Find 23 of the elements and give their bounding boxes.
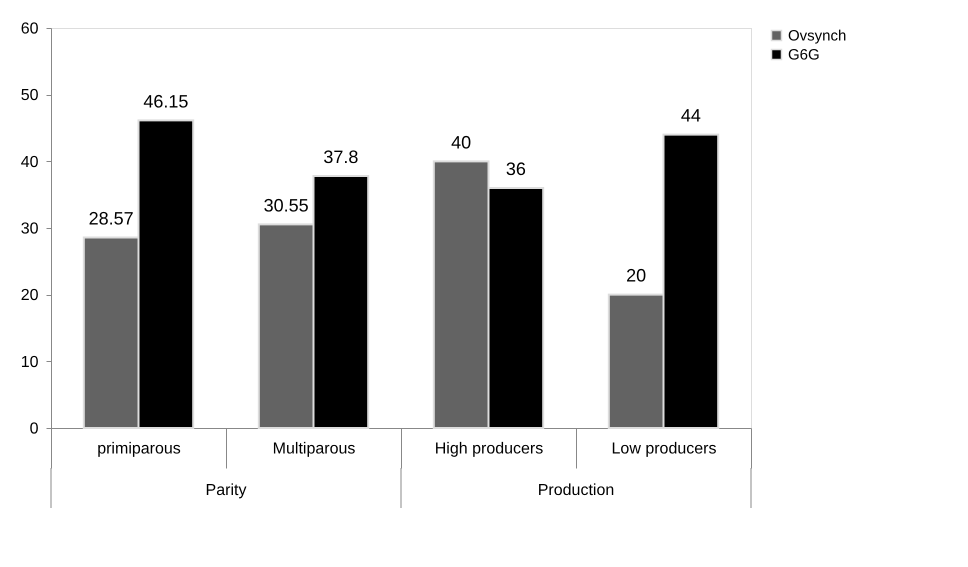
y-tick-label: 20 [20, 287, 39, 304]
data-label: 20 [626, 266, 646, 286]
data-label: 36 [506, 159, 526, 179]
y-tick-label: 0 [30, 420, 39, 438]
x-tick-label: Low producers [612, 440, 716, 458]
legend-label: G6G [788, 46, 820, 64]
legend-label: Ovsynch [788, 28, 846, 44]
x-tick-label: Multiparous [272, 440, 356, 458]
y-tick-label: 60 [20, 20, 39, 38]
x-tick-label: High producers [434, 440, 544, 458]
text: Parity [206, 482, 246, 499]
data-label: 30.55 [264, 195, 309, 216]
y-tick-label: 40 [20, 154, 39, 171]
data-label: 28.57 [88, 208, 134, 229]
data-label: 44 [680, 106, 701, 126]
data-label: 37.8 [323, 147, 358, 167]
y-tick-label: 50 [20, 87, 39, 104]
text: Production [538, 482, 614, 499]
x-tick-label: primiparous [97, 440, 181, 458]
data-label: 40 [451, 132, 472, 152]
y-tick-label: 10 [20, 354, 39, 371]
data-label: 46.15 [143, 91, 188, 112]
y-tick-label: 30 [20, 220, 39, 238]
